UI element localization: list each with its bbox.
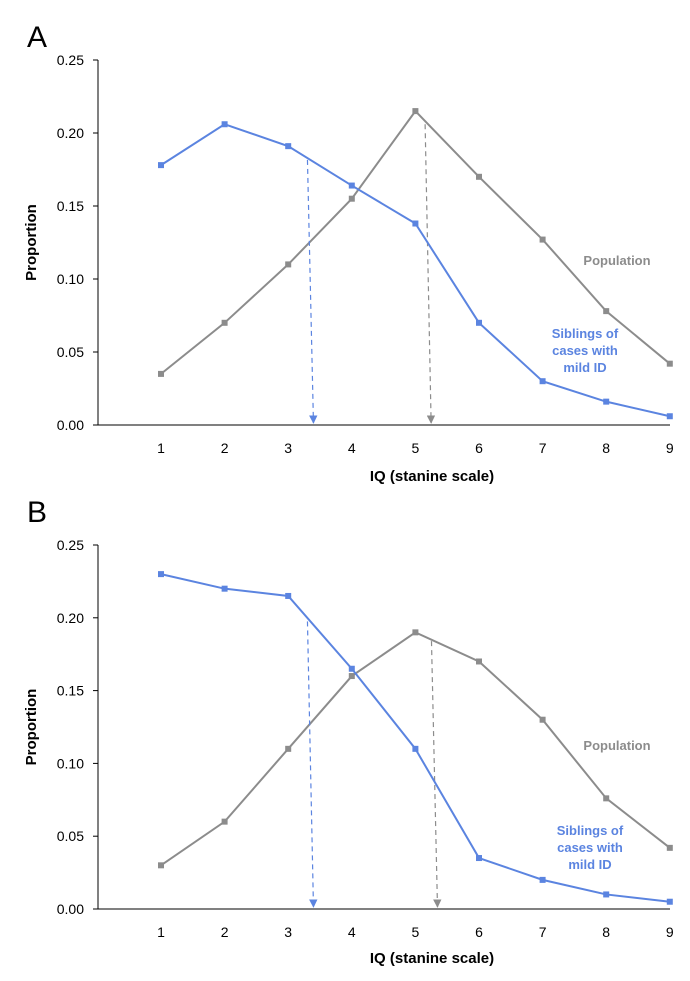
data-point (285, 745, 292, 752)
x-tick-label: 9 (666, 440, 674, 456)
data-point (476, 319, 482, 326)
mean-arrow (424, 124, 436, 424)
data-point (476, 658, 482, 665)
y-tick-label: 0.25 (57, 537, 84, 553)
data-point (476, 855, 482, 862)
data-point (221, 585, 228, 592)
data-point (158, 370, 164, 377)
series-label-siblings: cases with (552, 343, 618, 358)
data-point (285, 261, 292, 268)
series-label-population: Population (583, 738, 650, 753)
data-point (666, 360, 673, 367)
data-point (158, 162, 164, 169)
data-point (285, 143, 292, 150)
x-tick-label: 7 (539, 440, 547, 456)
x-tick-label: 6 (475, 440, 483, 456)
x-tick-label: 4 (348, 924, 356, 940)
data-point (348, 673, 355, 680)
data-point (603, 398, 610, 405)
chart-panel-a: A 0.00 0.05 0.10 0.15 0.20 0.25 1 2 3 4 5 6 7 8 9 IQ (st… (23, 21, 674, 485)
y-tick-label: 0.25 (57, 52, 84, 68)
data-point (539, 236, 546, 243)
x-tick-label: 3 (284, 924, 292, 940)
data-point (666, 898, 673, 905)
data-point (603, 795, 610, 802)
x-tick-label: 1 (157, 924, 165, 940)
y-tick-label: 0.05 (57, 344, 84, 360)
data-point (476, 173, 482, 180)
y-tick-label: 0.20 (57, 125, 84, 141)
panel-letter: A (27, 21, 47, 54)
y-axis-title: Proportion (23, 689, 40, 766)
x-tick-label: 8 (602, 440, 610, 456)
mean-arrow (306, 159, 318, 424)
data-point (158, 862, 164, 869)
x-tick-label: 8 (602, 924, 610, 940)
series-label-siblings: cases with (557, 840, 623, 855)
x-tick-label: 3 (284, 440, 292, 456)
series-label-population: Population (583, 253, 650, 268)
data-point (221, 818, 228, 825)
y-tick-label: 0.00 (57, 417, 84, 433)
x-tick-label: 1 (157, 440, 165, 456)
data-point (539, 716, 546, 723)
x-axis-title: IQ (stanine scale) (370, 468, 494, 485)
x-axis-title: IQ (stanine scale) (370, 950, 494, 967)
x-tick-label: 2 (221, 440, 229, 456)
y-tick-label: 0.20 (57, 610, 84, 626)
series-label-siblings: mild ID (568, 857, 611, 872)
x-tick-label: 2 (221, 924, 229, 940)
y-axis-title: Proportion (23, 204, 40, 281)
data-point (348, 195, 355, 202)
x-tick-label: 5 (412, 440, 420, 456)
mean-arrow (430, 641, 442, 908)
chart-panel-b: B 0.00 0.05 0.10 0.15 0.20 0.25 1 2 3 4 5 6 7 8 9 IQ (st… (23, 496, 674, 967)
data-point (348, 665, 355, 672)
data-point (221, 121, 228, 128)
mean-arrow (306, 621, 318, 908)
data-point (348, 182, 355, 189)
y-tick-label: 0.05 (57, 828, 84, 844)
x-tick-label: 4 (348, 440, 356, 456)
x-tick-label: 5 (412, 924, 420, 940)
data-point (285, 592, 292, 599)
data-point (603, 891, 610, 898)
data-point (539, 378, 546, 385)
data-point (666, 413, 673, 420)
y-tick-label: 0.15 (57, 683, 84, 699)
data-point (603, 308, 610, 315)
data-point (158, 571, 164, 578)
y-tick-label: 0.10 (57, 755, 84, 771)
data-point (412, 745, 419, 752)
x-tick-label: 7 (539, 924, 547, 940)
data-point (666, 844, 673, 851)
series-label-siblings: Siblings of (552, 326, 619, 341)
y-tick-label: 0.10 (57, 271, 84, 287)
x-tick-label: 6 (475, 924, 483, 940)
x-tick-label: 9 (666, 924, 674, 940)
data-point (412, 108, 419, 115)
data-point (221, 319, 228, 326)
data-point (412, 629, 419, 636)
data-point (539, 876, 546, 883)
panel-letter: B (27, 496, 47, 529)
y-tick-label: 0.00 (57, 901, 84, 917)
series-label-siblings: Siblings of (557, 823, 624, 838)
data-point (412, 220, 419, 227)
series-label-siblings: mild ID (563, 360, 606, 375)
y-tick-label: 0.15 (57, 198, 84, 214)
